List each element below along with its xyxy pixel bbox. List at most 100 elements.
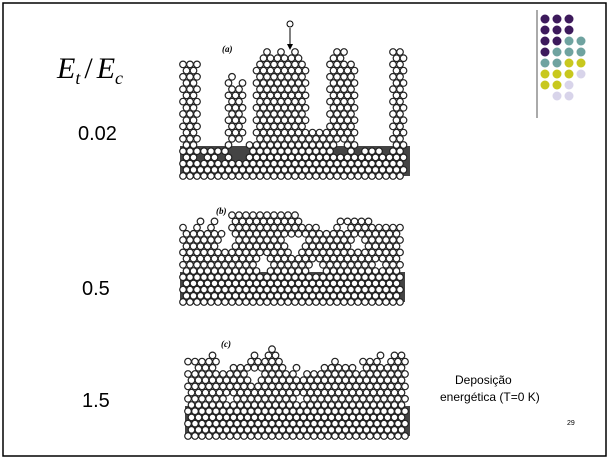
- atom: [386, 268, 393, 275]
- atom: [290, 433, 297, 440]
- atom: [402, 358, 409, 365]
- atom: [288, 280, 295, 287]
- atom: [365, 280, 372, 287]
- atom: [323, 231, 330, 238]
- atom: [341, 299, 348, 306]
- atom: [328, 427, 335, 434]
- atom: [304, 408, 311, 415]
- atom: [227, 420, 234, 427]
- atom: [402, 396, 409, 403]
- atom: [236, 98, 243, 105]
- atom: [267, 105, 274, 112]
- atom: [239, 255, 246, 262]
- atom: [250, 212, 257, 219]
- atom: [316, 293, 323, 300]
- atom: [236, 86, 243, 93]
- atom: [190, 280, 197, 287]
- atom: [290, 420, 297, 427]
- atom: [213, 383, 220, 390]
- atom: [330, 105, 337, 112]
- atom: [251, 365, 258, 372]
- atom: [349, 365, 356, 372]
- atom: [388, 433, 395, 440]
- atom: [267, 129, 274, 136]
- atom: [327, 262, 334, 269]
- atom: [397, 136, 404, 143]
- atom: [257, 74, 264, 81]
- atom: [367, 420, 374, 427]
- atom: [360, 383, 367, 390]
- atom: [222, 249, 229, 256]
- atom: [348, 111, 355, 118]
- atom: [360, 396, 367, 403]
- atom: [213, 371, 220, 378]
- atom: [351, 154, 358, 161]
- atom: [304, 420, 311, 427]
- atom: [299, 123, 306, 130]
- atom: [292, 286, 299, 293]
- atom: [185, 433, 192, 440]
- atom: [327, 74, 334, 81]
- atom: [269, 396, 276, 403]
- atom: [293, 402, 300, 409]
- atom: [281, 280, 288, 287]
- atom: [188, 414, 195, 421]
- atom: [201, 274, 208, 281]
- atom: [292, 224, 299, 231]
- atom: [187, 111, 194, 118]
- separator: /: [84, 52, 93, 85]
- atom: [344, 167, 351, 174]
- atom: [355, 274, 362, 281]
- atom: [348, 224, 355, 231]
- atom: [281, 243, 288, 250]
- atom: [265, 414, 272, 421]
- atom: [311, 420, 318, 427]
- atom: [246, 280, 253, 287]
- atom: [344, 280, 351, 287]
- atom: [302, 243, 309, 250]
- atom: [253, 129, 260, 136]
- atom: [351, 129, 358, 136]
- atom: [292, 160, 299, 167]
- atom: [187, 262, 194, 269]
- atom: [206, 371, 213, 378]
- atom: [341, 160, 348, 167]
- atom: [344, 154, 351, 161]
- atom: [204, 255, 211, 262]
- atom: [351, 231, 358, 238]
- atom: [390, 49, 397, 56]
- atom: [376, 286, 383, 293]
- atom: [274, 92, 281, 99]
- atom: [393, 129, 400, 136]
- atom: [253, 255, 260, 262]
- atom: [232, 105, 239, 112]
- atom: [391, 365, 398, 372]
- atom: [327, 237, 334, 244]
- atom: [237, 377, 244, 384]
- atom: [337, 218, 344, 225]
- atom: [283, 420, 290, 427]
- atom: [253, 280, 260, 287]
- atom: [386, 255, 393, 262]
- atom: [311, 408, 318, 415]
- atom: [355, 286, 362, 293]
- atom: [365, 268, 372, 275]
- atom: [372, 154, 379, 161]
- atom: [267, 255, 274, 262]
- atom: [276, 396, 283, 403]
- atom: [271, 160, 278, 167]
- atom: [328, 414, 335, 421]
- atom: [334, 160, 341, 167]
- atom: [213, 433, 220, 440]
- atom: [260, 92, 267, 99]
- atom: [370, 389, 377, 396]
- atom: [383, 249, 390, 256]
- atom: [288, 268, 295, 275]
- atom: [253, 117, 260, 124]
- atom: [388, 420, 395, 427]
- atom: [349, 377, 356, 384]
- atom: [372, 280, 379, 287]
- atom: [288, 231, 295, 238]
- atom: [379, 243, 386, 250]
- atom: [281, 80, 288, 87]
